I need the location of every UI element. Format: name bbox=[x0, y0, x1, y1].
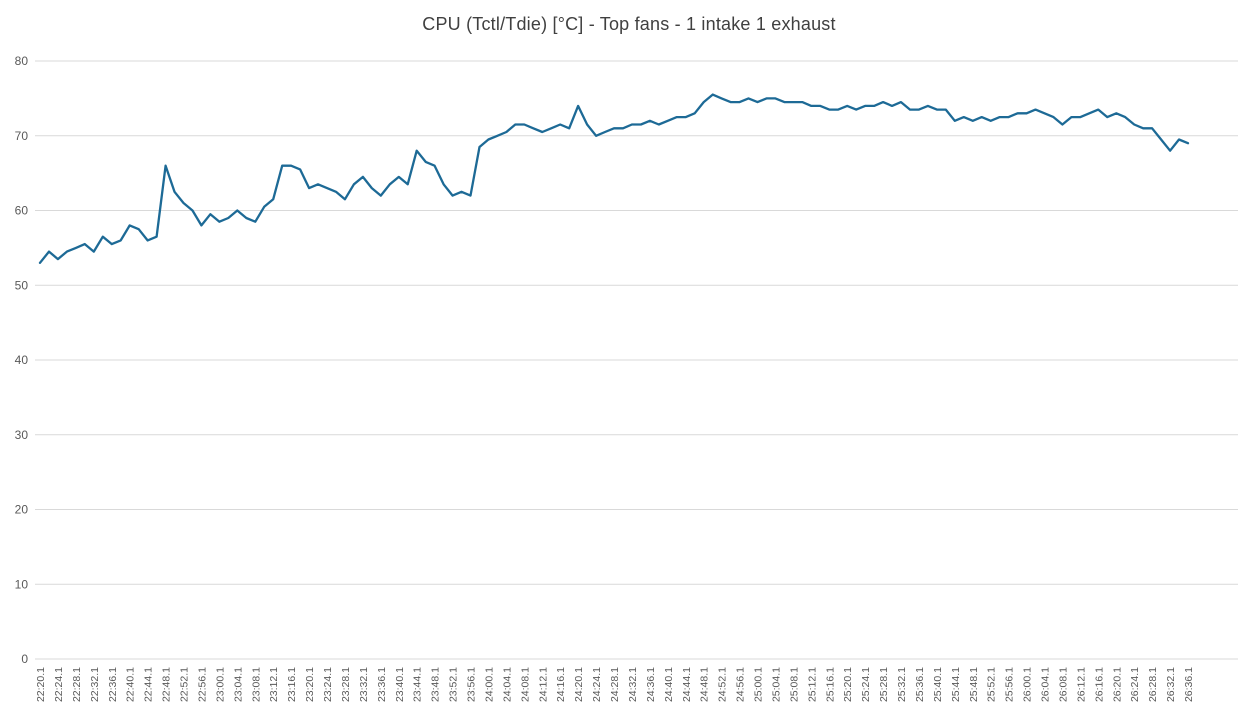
x-tick-label: 26:08.1 bbox=[1057, 667, 1069, 702]
y-tick-label: 50 bbox=[15, 278, 29, 292]
x-tick-label: 25:32.1 bbox=[896, 667, 908, 702]
temperature-line bbox=[38, 93, 1190, 264]
x-tick-label: 26:00.1 bbox=[1022, 667, 1034, 702]
x-tick-label: 25:56.1 bbox=[1004, 667, 1016, 702]
x-tick-label: 23:12.1 bbox=[268, 667, 280, 702]
x-tick-label: 22:52.1 bbox=[179, 667, 191, 702]
x-axis-labels: 22:20.1 22:24.1 22:28.1 22:32.1 22:36.1 22:40… bbox=[35, 667, 1195, 702]
y-tick-label: 40 bbox=[15, 353, 29, 367]
y-tick-label: 10 bbox=[15, 577, 29, 591]
x-tick-label: 26:32.1 bbox=[1165, 667, 1177, 702]
x-tick-label: 25:04.1 bbox=[770, 667, 782, 702]
x-tick-label: 23:56.1 bbox=[466, 667, 478, 702]
x-tick-label: 23:24.1 bbox=[322, 667, 334, 702]
x-tick-label: 26:16.1 bbox=[1093, 667, 1105, 702]
x-tick-label: 24:56.1 bbox=[735, 667, 747, 702]
x-tick-label: 26:36.1 bbox=[1183, 667, 1195, 702]
x-tick-label: 25:08.1 bbox=[788, 667, 800, 702]
x-tick-label: 23:48.1 bbox=[430, 667, 442, 702]
x-tick-label: 26:04.1 bbox=[1040, 667, 1052, 702]
x-tick-label: 24:04.1 bbox=[501, 667, 513, 702]
x-tick-label: 25:44.1 bbox=[950, 667, 962, 702]
chart-title: CPU (Tctl/Tdie) [°C] - Top fans - 1 inta… bbox=[422, 14, 836, 34]
x-tick-label: 25:16.1 bbox=[824, 667, 836, 702]
x-tick-label: 22:32.1 bbox=[89, 667, 101, 702]
x-tick-label: 23:40.1 bbox=[394, 667, 406, 702]
x-tick-label: 24:16.1 bbox=[555, 667, 567, 702]
x-tick-label: 23:16.1 bbox=[286, 667, 298, 702]
y-axis-labels: 0 10 20 30 40 50 60 70 80 bbox=[15, 54, 29, 666]
x-tick-label: 24:20.1 bbox=[573, 667, 585, 702]
y-tick-label: 60 bbox=[15, 204, 29, 218]
gridlines bbox=[35, 60, 1238, 660]
x-tick-label: 25:24.1 bbox=[860, 667, 872, 702]
x-tick-label: 26:20.1 bbox=[1111, 667, 1123, 702]
x-tick-label: 22:56.1 bbox=[196, 667, 208, 702]
x-tick-label: 23:32.1 bbox=[358, 667, 370, 702]
x-tick-label: 24:12.1 bbox=[537, 667, 549, 702]
x-tick-label: 22:24.1 bbox=[53, 667, 65, 702]
y-tick-label: 70 bbox=[15, 129, 29, 143]
x-tick-label: 24:28.1 bbox=[609, 667, 621, 702]
y-tick-label: 30 bbox=[15, 428, 29, 442]
x-tick-label: 23:36.1 bbox=[376, 667, 388, 702]
x-tick-label: 25:28.1 bbox=[878, 667, 890, 702]
x-tick-label: 26:24.1 bbox=[1129, 667, 1141, 702]
x-tick-label: 24:24.1 bbox=[591, 667, 603, 702]
y-tick-label: 0 bbox=[21, 652, 28, 666]
x-tick-label: 23:28.1 bbox=[340, 667, 352, 702]
y-tick-label: 80 bbox=[15, 54, 29, 68]
x-tick-label: 25:12.1 bbox=[806, 667, 818, 702]
x-tick-label: 24:08.1 bbox=[519, 667, 531, 702]
x-tick-label: 22:48.1 bbox=[161, 667, 173, 702]
x-tick-label: 25:20.1 bbox=[842, 667, 854, 702]
x-tick-label: 23:04.1 bbox=[232, 667, 244, 702]
x-tick-label: 23:52.1 bbox=[448, 667, 460, 702]
x-tick-label: 25:48.1 bbox=[968, 667, 980, 702]
x-tick-label: 26:28.1 bbox=[1147, 667, 1159, 702]
x-tick-label: 23:08.1 bbox=[250, 667, 262, 702]
x-tick-label: 22:20.1 bbox=[35, 667, 47, 702]
x-tick-label: 22:36.1 bbox=[107, 667, 119, 702]
x-tick-label: 25:36.1 bbox=[914, 667, 926, 702]
x-tick-label: 24:44.1 bbox=[681, 667, 693, 702]
x-tick-label: 22:40.1 bbox=[125, 667, 137, 702]
x-tick-label: 24:52.1 bbox=[717, 667, 729, 702]
x-tick-label: 23:00.1 bbox=[214, 667, 226, 702]
x-tick-label: 25:52.1 bbox=[986, 667, 998, 702]
y-tick-label: 20 bbox=[15, 503, 29, 517]
x-tick-label: 22:28.1 bbox=[71, 667, 83, 702]
x-tick-label: 23:44.1 bbox=[412, 667, 424, 702]
x-tick-label: 23:20.1 bbox=[304, 667, 316, 702]
x-tick-label: 25:00.1 bbox=[753, 667, 765, 702]
x-tick-label: 24:00.1 bbox=[483, 667, 495, 702]
x-tick-label: 24:32.1 bbox=[627, 667, 639, 702]
x-tick-label: 24:48.1 bbox=[699, 667, 711, 702]
x-tick-label: 22:44.1 bbox=[143, 667, 155, 702]
x-tick-label: 24:36.1 bbox=[645, 667, 657, 702]
x-tick-label: 26:12.1 bbox=[1075, 667, 1087, 702]
x-tick-label: 24:40.1 bbox=[663, 667, 675, 702]
x-tick-label: 25:40.1 bbox=[932, 667, 944, 702]
